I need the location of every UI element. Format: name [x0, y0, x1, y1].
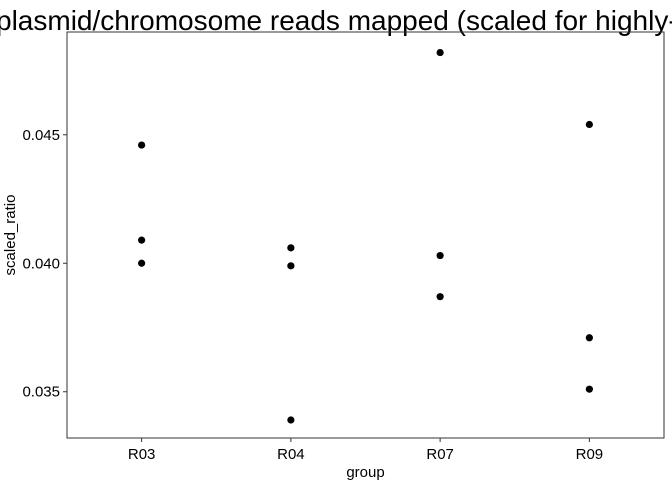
data-point [287, 262, 295, 270]
x-tick-label: R09 [576, 446, 604, 463]
x-tick-label: R03 [128, 446, 156, 463]
data-point [585, 385, 593, 393]
data-point [138, 236, 146, 244]
data-point [436, 48, 444, 57]
plot-panel [66, 31, 665, 439]
y-axis: 0.035 0.040 0.045 [22, 127, 67, 401]
data-point [287, 244, 295, 252]
data-point [585, 120, 593, 129]
data-point [585, 334, 593, 342]
y-axis-label: scaled_ratio [2, 195, 19, 276]
y-tick-label: 0.040 [22, 255, 60, 272]
x-axis: R03 R04 R07 R09 [128, 438, 603, 463]
x-tick-label: R04 [277, 446, 305, 463]
data-points [138, 48, 593, 424]
data-point [138, 141, 146, 149]
data-point [138, 259, 146, 267]
y-tick-label: 0.045 [22, 127, 60, 144]
chart-title: plasmid/chromosome reads mapped (scaled … [0, 5, 672, 36]
data-point [436, 293, 444, 301]
x-tick-label: R07 [426, 446, 454, 463]
y-tick-label: 0.035 [22, 384, 60, 401]
x-axis-label: group [346, 464, 384, 480]
data-point [287, 416, 295, 424]
data-point [436, 251, 444, 260]
